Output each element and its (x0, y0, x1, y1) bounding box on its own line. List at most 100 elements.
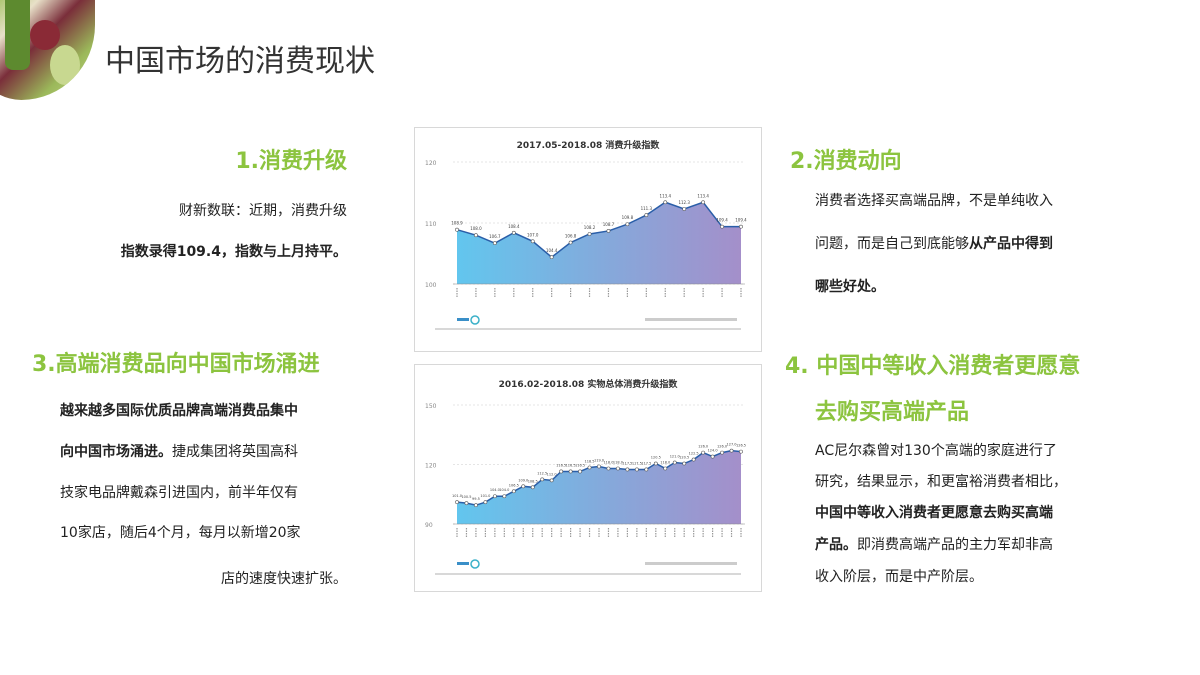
data-label: 112.3 (678, 200, 690, 205)
data-point (710, 454, 715, 459)
data-point (511, 230, 516, 235)
data-point (511, 489, 516, 494)
area-fill (457, 202, 741, 284)
data-label: 124.0 (708, 449, 718, 453)
data-point (587, 465, 592, 470)
data-point (455, 227, 459, 232)
data-label: 108.0 (470, 226, 482, 231)
data-point (530, 485, 535, 490)
logo-icon (470, 315, 480, 325)
data-label: 118.0 (660, 460, 670, 464)
y-tick-label: 110 (425, 221, 437, 228)
data-label: 104.0 (499, 488, 509, 492)
section-2-line: 消费者选择买高端品牌，不是单纯收入 (815, 193, 1053, 209)
data-point (644, 213, 649, 217)
data-point (530, 239, 535, 244)
series-line (456, 201, 741, 259)
section-4-line: 即消费高端产品的主力军却非高 (857, 537, 1053, 553)
data-label: 106.7 (489, 234, 501, 239)
section-1-line: 指数录得109.4，指数与上月持平。 (120, 244, 347, 260)
data-point (559, 469, 564, 474)
data-label: 112.5 (537, 471, 547, 475)
data-label: 108.9 (451, 221, 463, 226)
data-point (682, 207, 687, 211)
data-label: 120.5 (651, 456, 661, 460)
data-point (549, 478, 554, 483)
data-label: 111.3 (641, 206, 653, 211)
data-point (739, 224, 743, 229)
data-label: 117.5 (632, 461, 642, 465)
area-fill (457, 450, 741, 524)
section-3-line: 店的速度快速扩张。 (221, 571, 347, 587)
data-label: 108.5 (528, 479, 538, 483)
data-label: 101.0 (452, 494, 462, 498)
chart-title: 2017.05-2018.08 消费升级指数 (517, 139, 661, 151)
data-label: 99.5 (472, 497, 480, 501)
data-label: 127.0 (727, 443, 737, 447)
data-label: 122.5 (689, 452, 699, 456)
chart-consumption-upgrade-index: 2017.05-2018.08 消费升级指数 100 110 120 108.9 108.… (414, 127, 762, 352)
data-label: 120.5 (679, 456, 689, 460)
data-point (578, 469, 582, 474)
section-4-line: AC尼尔森曾对130个高端的家庭进行了 (815, 443, 1057, 459)
data-point (663, 200, 668, 205)
data-label: 116.5 (556, 463, 566, 467)
data-label: 113.4 (697, 193, 709, 198)
data-point (701, 450, 706, 455)
section-3-line: 10家店，随后4个月，每月以新增20家 (60, 525, 301, 541)
data-point (634, 467, 639, 472)
section-2-line: 哪些好处。 (815, 279, 885, 295)
source-note (645, 562, 737, 565)
section-4-heading: 4. 中国中等收入消费者更愿意 (785, 354, 1081, 379)
data-label: 118.0 (603, 460, 613, 464)
data-point (521, 484, 526, 489)
data-label: 108.7 (603, 222, 615, 227)
data-label: 126.0 (698, 445, 708, 449)
section-4-line: 收入阶层，而是中产阶层。 (815, 569, 983, 585)
data-label: 104.4 (546, 248, 558, 253)
data-label: 101.0 (480, 494, 490, 498)
data-point (691, 457, 696, 462)
data-point (739, 449, 743, 454)
data-label: 113.4 (660, 193, 672, 198)
data-label: 108.4 (508, 224, 520, 229)
data-point (616, 466, 620, 471)
data-point (474, 503, 478, 508)
y-tick-label: 150 (425, 403, 437, 410)
data-point (549, 255, 554, 260)
section-2-line: 问题，而是自己到底能够 (815, 236, 969, 252)
data-point (606, 466, 611, 471)
data-point (502, 494, 507, 499)
data-point (540, 477, 545, 482)
data-point (653, 461, 658, 466)
data-point (729, 448, 734, 453)
section-2-line: 从产品中得到 (969, 236, 1053, 252)
data-label: 126.5 (736, 444, 746, 448)
data-point (701, 200, 706, 205)
section-3-line: 技家电品牌戴森引进国内，前半年仅有 (60, 485, 298, 501)
data-point (625, 222, 630, 227)
page-title: 中国市场的消费现状 (105, 44, 375, 79)
data-label: 126.0 (717, 445, 727, 449)
data-point (720, 450, 724, 455)
data-point (606, 229, 611, 233)
data-point (672, 460, 677, 465)
data-label: 112.0 (547, 472, 557, 476)
section-4-line: 产品。 (815, 537, 857, 553)
data-label: 116.5 (575, 463, 585, 467)
data-label: 117.5 (622, 461, 632, 465)
data-point (597, 464, 601, 469)
section-2-heading: 2.消费动向 (790, 149, 902, 174)
logo-icon (457, 562, 469, 565)
data-label: 106.5 (509, 483, 519, 487)
y-tick-label: 120 (425, 160, 437, 167)
decorative-vegetable-photo (0, 0, 95, 100)
data-point (587, 232, 592, 236)
data-point (682, 461, 687, 466)
data-point (568, 240, 573, 245)
data-label: 107.0 (527, 232, 539, 237)
section-3-heading: 3.高端消费品向中国市场涌进 (32, 352, 320, 377)
section-3-line: 捷成集团将英国高科 (172, 444, 298, 460)
data-label: 104.0 (490, 488, 500, 492)
y-tick-label: 120 (425, 463, 437, 470)
